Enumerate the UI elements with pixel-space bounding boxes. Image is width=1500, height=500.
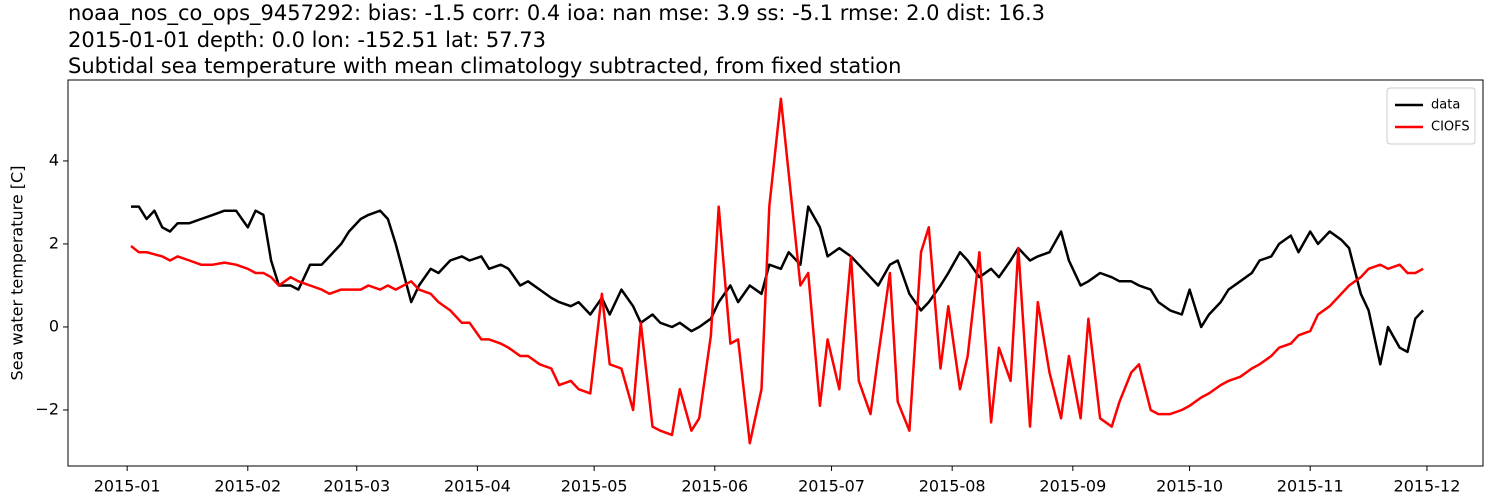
y-axis-label: Sea water temperature [C] [8,166,27,381]
data-line [130,97,1424,445]
legend-label: CIOFS [1431,120,1470,135]
chart-subtitle: Subtidal sea temperature with mean clima… [68,54,901,78]
chart-title: noaa_nos_co_ops_9457292: bias: -1.5 corr… [68,1,1045,26]
x-tick-label: 2015-02 [214,477,281,496]
data-line [131,205,1425,366]
y-tick-label: −2 [35,399,59,418]
chart-subtitle: 2015-01-01 depth: 0.0 lon: -152.51 lat: … [68,28,546,52]
y-tick-label: 4 [49,150,59,169]
x-tick-label: 2015-06 [681,477,748,496]
x-tick-label: 2015-03 [323,477,390,496]
x-tick-label: 2015-08 [919,477,986,496]
x-tick-label: 2015-05 [561,477,628,496]
y-tick-label: 0 [49,316,59,335]
x-tick-label: 2015-04 [444,477,511,496]
plot-frame [67,79,1484,467]
y-tick-label: 2 [49,233,59,252]
x-tick-label: 2015-09 [1039,477,1106,496]
x-tick-label: 2015-10 [1156,477,1223,496]
legend-box [1386,87,1476,145]
x-tick-label: 2015-01 [94,477,161,496]
x-tick-label: 2015-07 [798,477,865,496]
x-tick-label: 2015-12 [1394,477,1461,496]
x-tick-label: 2015-11 [1277,477,1344,496]
legend-label: data [1431,98,1460,113]
